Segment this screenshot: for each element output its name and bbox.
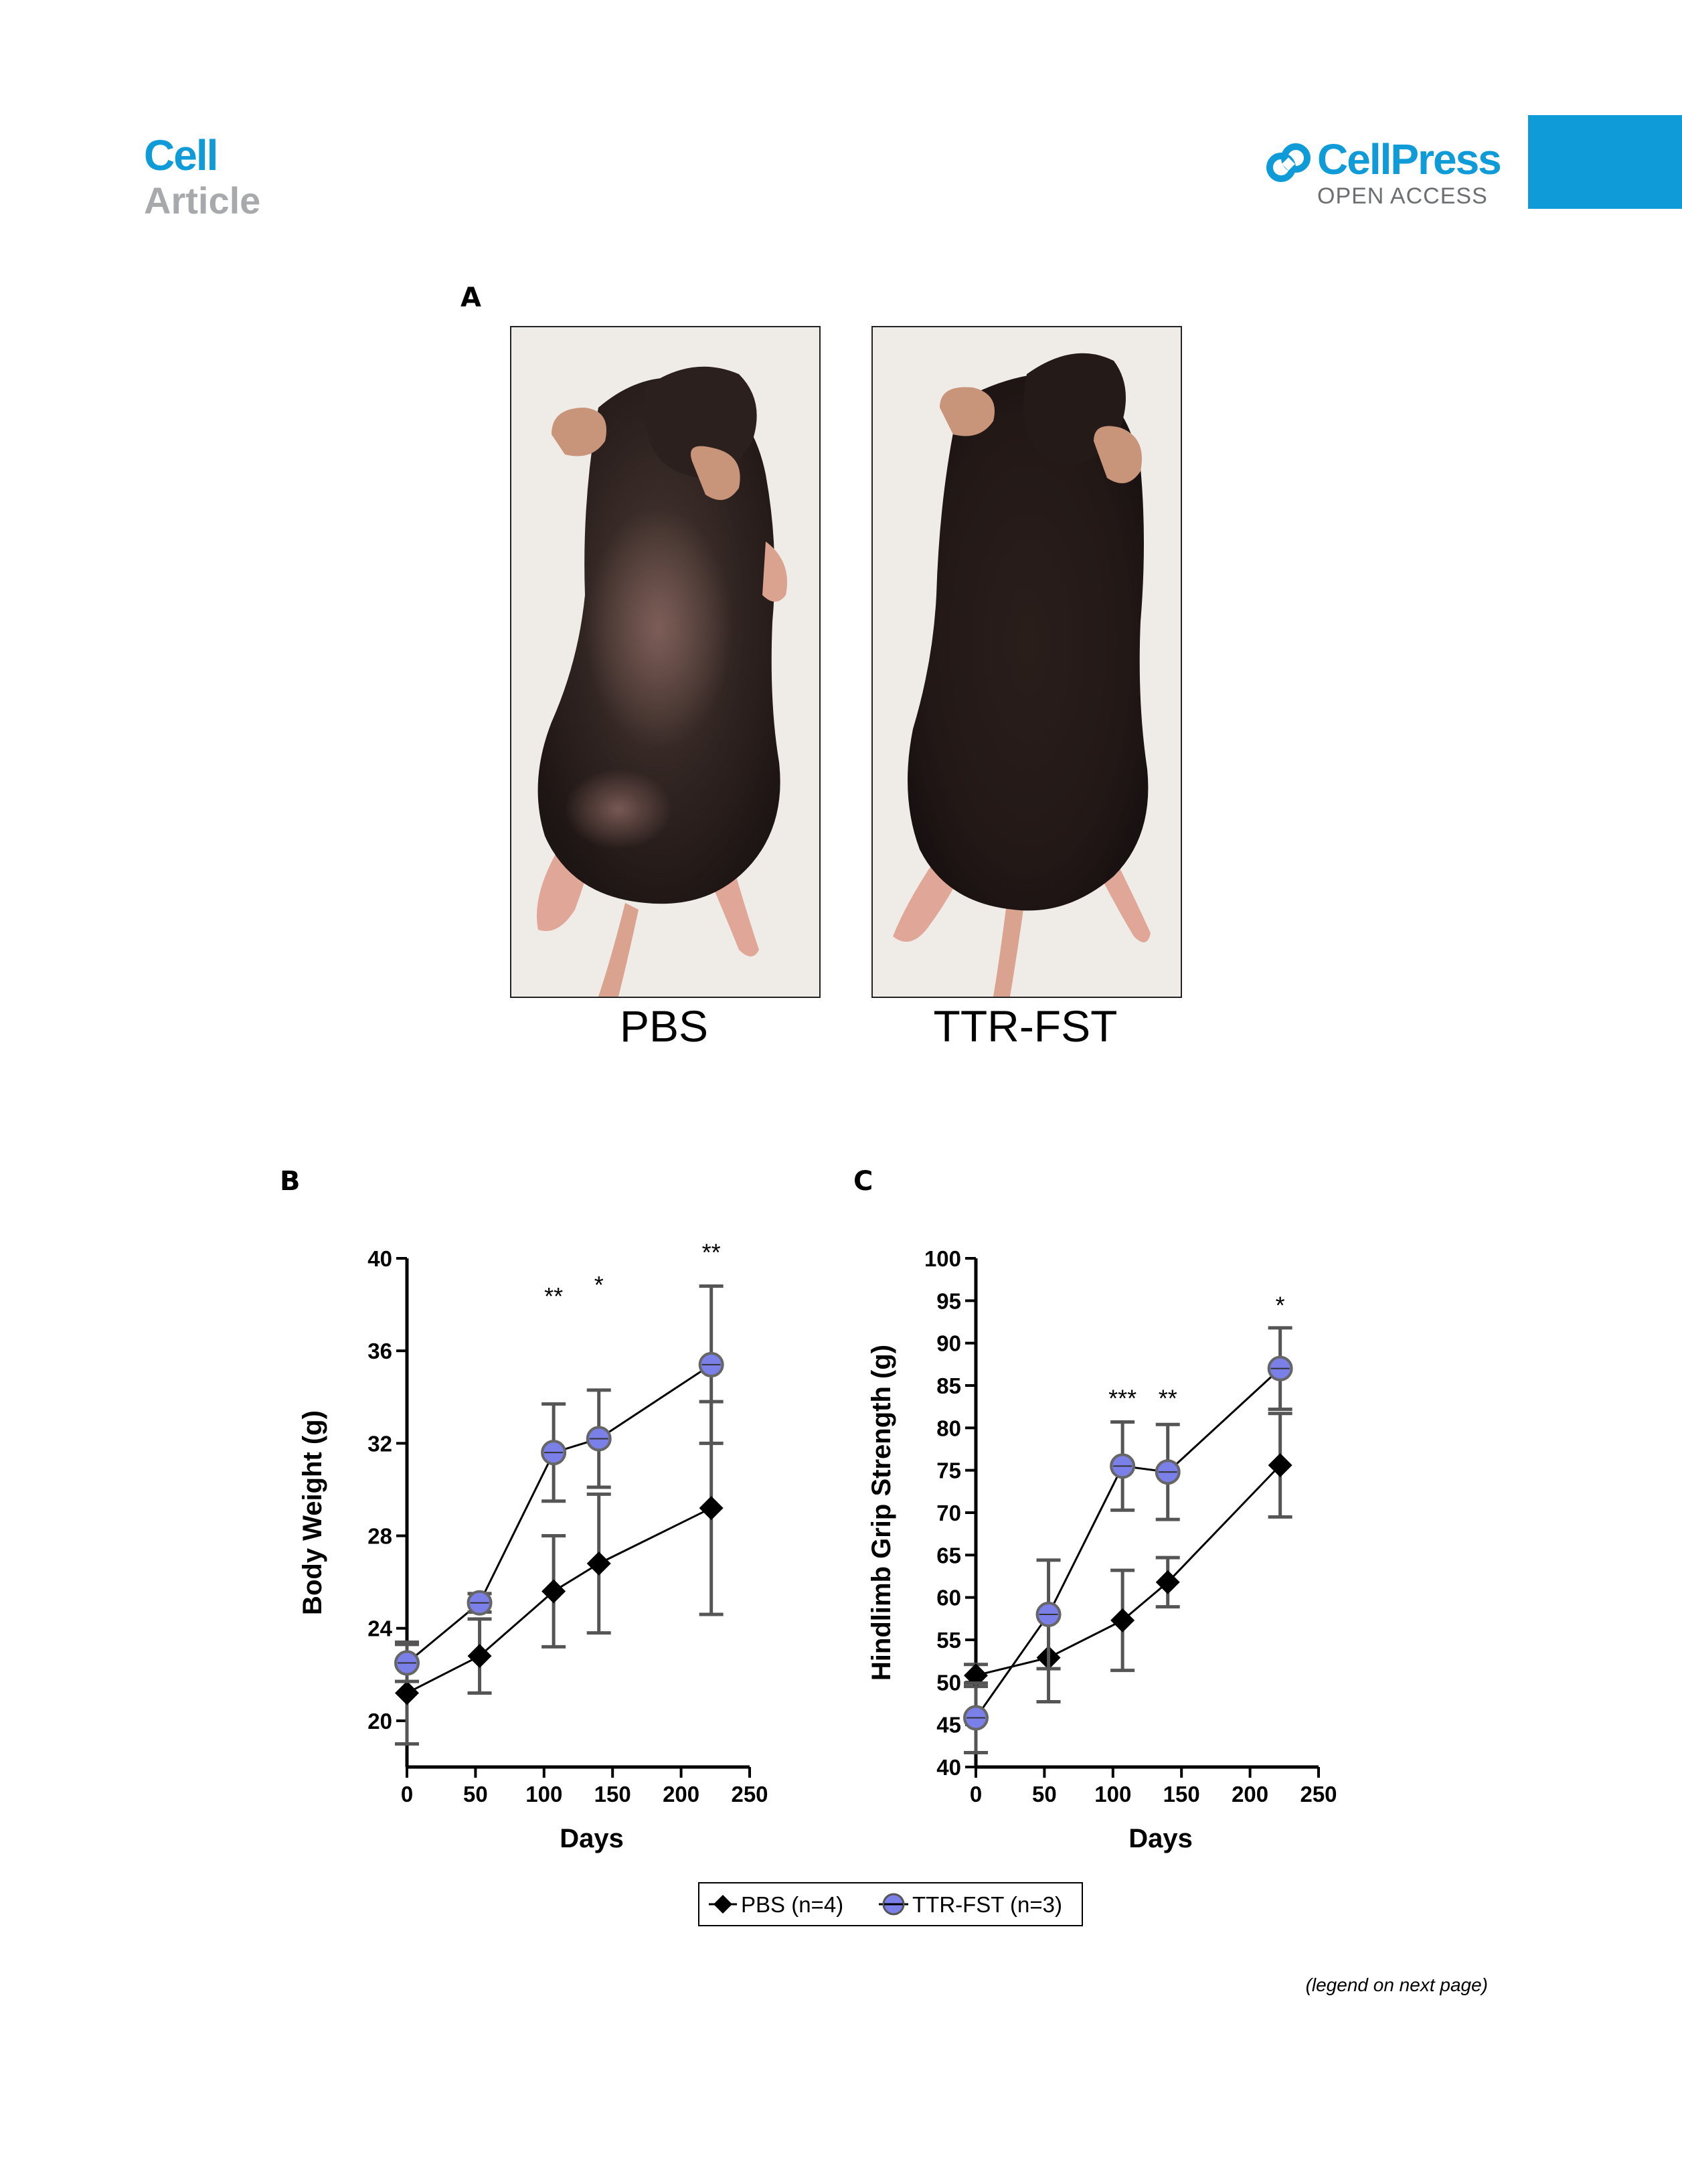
data-point-diamond [467, 1644, 492, 1669]
cellpress-logo-icon [1266, 143, 1311, 182]
legend-label-pbs: PBS (n=4) [741, 1892, 844, 1917]
data-point-diamond [395, 1681, 419, 1705]
photo-label-pbs: PBS [619, 1001, 709, 1051]
journal-name: Cell [144, 131, 218, 179]
x-tick-label: 200 [663, 1782, 699, 1807]
footer-note: (legend on next page) [1305, 1975, 1488, 1995]
legend-diamond-icon [713, 1895, 732, 1914]
open-access-label: OPEN ACCESS [1317, 183, 1488, 209]
y-tick-label: 90 [936, 1331, 961, 1356]
x-tick-label: 0 [970, 1782, 982, 1807]
x-tick-label: 150 [594, 1782, 631, 1807]
y-tick-label: 45 [936, 1713, 961, 1738]
x-tick-label: 200 [1232, 1782, 1268, 1807]
y-axis-label: Hindlimb Grip Strength (g) [867, 1345, 896, 1681]
y-tick-label: 50 [936, 1670, 961, 1695]
y-tick-label: 36 [367, 1339, 392, 1363]
y-tick-label: 95 [936, 1288, 961, 1313]
y-tick-label: 65 [936, 1543, 961, 1568]
chart-legend: PBS (n=4) TTR-FST (n=3) [698, 1882, 1083, 1926]
y-tick-label: 20 [367, 1709, 392, 1734]
photo-label-ttr-fst: TTR-FST [933, 1001, 1118, 1051]
significance-annotation: ** [1159, 1385, 1177, 1412]
x-tick-label: 50 [463, 1782, 488, 1807]
y-tick-label: 55 [936, 1628, 961, 1653]
legend-label-ttr-fst: TTR-FST (n=3) [912, 1892, 1062, 1917]
significance-annotation: * [594, 1271, 604, 1298]
y-tick-label: 80 [936, 1416, 961, 1440]
article-type: Article [144, 179, 261, 222]
x-tick-label: 150 [1163, 1782, 1200, 1807]
significance-annotation: *** [1108, 1385, 1137, 1412]
mouse-ttr-fst-illustration [873, 327, 1181, 997]
panel-a-letter: A [460, 282, 481, 313]
y-axis-label: Body Weight (g) [298, 1410, 327, 1615]
y-tick-label: 40 [936, 1755, 961, 1780]
y-tick-label: 70 [936, 1501, 961, 1525]
data-point-diamond [1268, 1453, 1292, 1478]
series-line [406, 1363, 712, 1664]
y-tick-label: 85 [936, 1373, 961, 1398]
body-weight-chart: 20 24 28 32 36 40 0 50 100 150 200 250 Days Body Weig… [298, 1238, 768, 1853]
panel-b-letter: B [280, 1166, 301, 1197]
y-tick-label: 100 [924, 1246, 961, 1271]
x-axis-label: Days [1128, 1824, 1193, 1853]
series-ttr-fst [394, 1284, 724, 1683]
publisher-name: CellPress [1317, 135, 1502, 183]
x-tick-label: 50 [1032, 1782, 1057, 1807]
data-point-diamond [586, 1551, 611, 1576]
x-tick-label: 100 [525, 1782, 562, 1807]
x-tick-label: 250 [1300, 1782, 1337, 1807]
x-tick-label: 0 [401, 1782, 413, 1807]
y-tick-label: 28 [367, 1524, 392, 1549]
mouse-photo-pbs [510, 326, 821, 998]
legend-markers [709, 1893, 908, 1916]
data-point-diamond [699, 1496, 724, 1521]
significance-annotation: ** [702, 1238, 721, 1266]
series-ttr-fst [963, 1326, 1293, 1754]
x-tick-label: 250 [731, 1782, 768, 1807]
significance-annotation: ** [544, 1282, 563, 1310]
mouse-photo-ttr-fst [871, 326, 1182, 998]
grip-strength-chart: 40 45 50 55 60 65 70 75 80 85 90 95 100 0 50 100 150 200 2… [867, 1246, 1337, 1853]
mouse-pbs-illustration [511, 327, 819, 997]
data-point-diamond [541, 1579, 566, 1604]
header-accent-tab [1528, 115, 1682, 209]
data-point-diamond [1155, 1570, 1180, 1594]
y-tick-label: 60 [936, 1586, 961, 1610]
y-tick-label: 75 [936, 1458, 961, 1483]
data-point-diamond [1110, 1608, 1135, 1632]
significance-annotation: * [1276, 1291, 1285, 1319]
x-tick-label: 100 [1094, 1782, 1131, 1807]
x-axis-label: Days [560, 1824, 624, 1853]
y-tick-label: 32 [367, 1431, 392, 1456]
y-tick-label: 40 [367, 1246, 392, 1271]
y-tick-label: 24 [367, 1616, 392, 1641]
panel-c-letter: C [853, 1166, 873, 1197]
